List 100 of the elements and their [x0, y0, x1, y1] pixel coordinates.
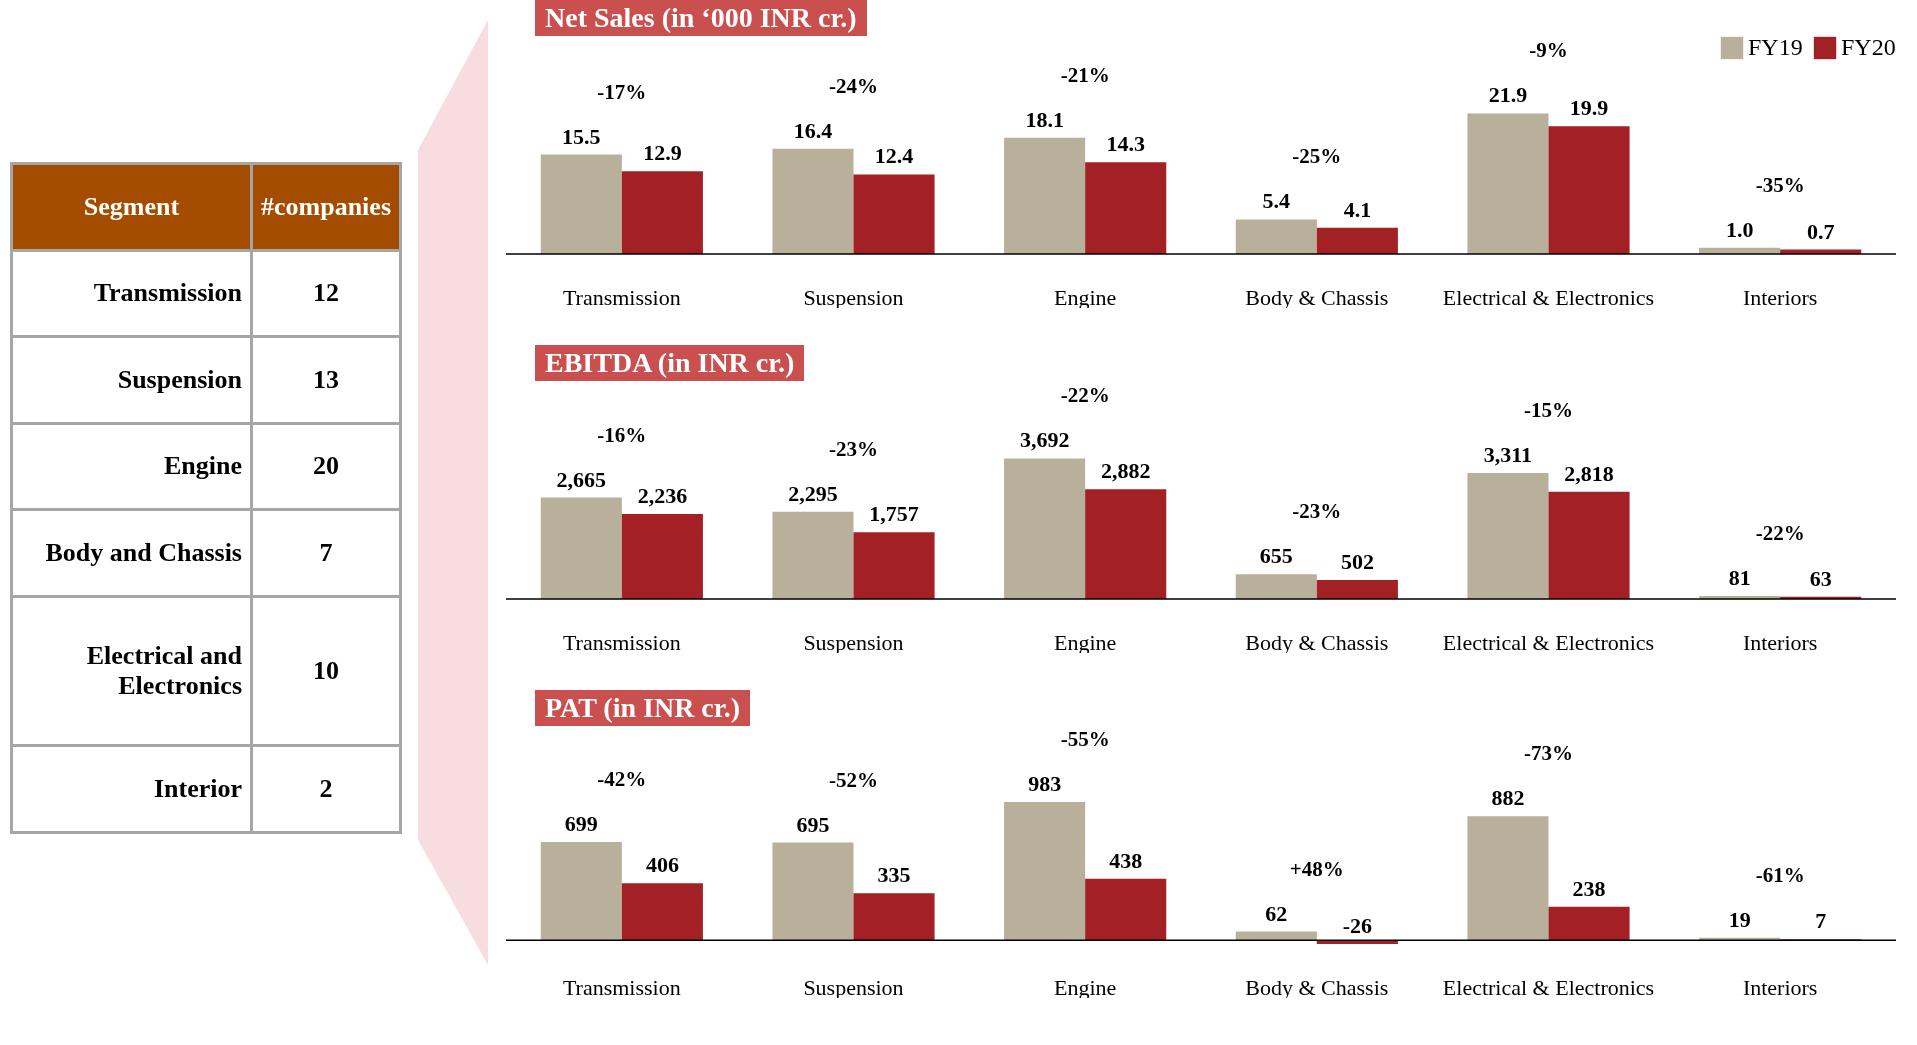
data-label: 238: [1572, 875, 1606, 901]
annotation: -23%: [829, 436, 878, 461]
text: Segment: [11, 163, 252, 251]
data-label: 16.4: [793, 117, 833, 143]
data-label: 12.4: [874, 143, 914, 169]
bar: [1004, 802, 1086, 941]
data-label: 3,692: [1019, 427, 1070, 453]
text: -55%: [1060, 727, 1110, 752]
data-label: 19.9: [1569, 95, 1609, 121]
bar: [1235, 931, 1317, 941]
x-tick-label: Interiors: [1742, 629, 1818, 655]
data-label: -26: [1342, 912, 1373, 938]
bar: [621, 883, 703, 941]
bar: [772, 842, 854, 941]
bar: [1316, 579, 1398, 600]
bar: [1467, 113, 1549, 255]
data-label: 983: [1028, 771, 1062, 797]
text: -73%: [1524, 741, 1573, 766]
x-tick-label: Electrical & Electronics: [1442, 974, 1655, 1000]
bar: [540, 154, 622, 255]
data-label: 2,882: [1100, 458, 1151, 484]
chart-title: EBITDA (in INR cr.): [535, 345, 805, 381]
chart-title: PAT (in INR cr.): [535, 690, 750, 726]
bar: [621, 171, 703, 255]
legend-label: FY20: [1841, 34, 1896, 60]
bar: [1235, 219, 1317, 255]
text: -21%: [1060, 62, 1110, 87]
text: 13: [251, 336, 401, 424]
data-label: 2,665: [556, 466, 607, 492]
data-label: 502: [1340, 548, 1374, 574]
data-label: 63: [1809, 565, 1832, 591]
data-label: 2,818: [1564, 460, 1614, 486]
annotation: -22%: [1755, 521, 1805, 546]
bar: [1085, 878, 1167, 941]
bar: [540, 497, 622, 600]
data-label: 15.5: [562, 123, 601, 149]
annotation: -25%: [1292, 144, 1342, 169]
text: -15%: [1524, 397, 1573, 422]
bar: [621, 513, 703, 600]
data-label: 882: [1491, 785, 1525, 811]
text: Engine: [11, 423, 252, 510]
bar: [1467, 816, 1549, 941]
text: -42%: [597, 766, 647, 791]
text: 12: [251, 250, 401, 337]
text: -52%: [829, 767, 878, 792]
text: -17%: [597, 79, 647, 104]
data-label: 335: [877, 862, 911, 888]
data-label: 695: [796, 811, 830, 837]
annotation: -35%: [1755, 172, 1805, 197]
annotation: -61%: [1755, 862, 1805, 887]
legend-label: FY19: [1748, 34, 1803, 60]
data-label: 81: [1728, 565, 1751, 591]
text: #companies: [251, 163, 401, 251]
bar: [1467, 472, 1549, 600]
data-label: 5.4: [1262, 188, 1291, 214]
data-label: 62: [1265, 900, 1288, 926]
bar: [1235, 574, 1317, 600]
bar: [772, 511, 854, 600]
data-label: 2,295: [788, 480, 838, 506]
data-label: 7: [1815, 908, 1827, 934]
x-tick-label: Transmission: [562, 629, 681, 655]
x-tick-label: Electrical & Electronics: [1442, 284, 1655, 310]
annotation: -23%: [1292, 499, 1342, 524]
bar: [1316, 227, 1398, 255]
annotation: +48%: [1289, 856, 1344, 881]
text: 2: [251, 745, 401, 833]
bar: [1548, 126, 1630, 255]
data-label: 0.7: [1806, 218, 1835, 244]
bar: [1085, 162, 1167, 255]
data-label: 438: [1109, 847, 1143, 873]
bar: [1548, 491, 1630, 600]
x-tick-label: Interiors: [1742, 284, 1818, 310]
bar: [1004, 137, 1086, 255]
text: -24%: [829, 73, 878, 98]
text: Interior: [11, 745, 252, 833]
text: 20: [251, 423, 401, 510]
x-tick-label: Electrical & Electronics: [1442, 629, 1655, 655]
data-label: 14.3: [1106, 131, 1145, 157]
data-label: 1,757: [869, 501, 919, 527]
text: Body and Chassis: [11, 509, 252, 597]
bar: [1085, 489, 1167, 600]
bar: [540, 841, 622, 941]
data-label: 1.0: [1725, 216, 1754, 242]
data-label: 3,311: [1483, 441, 1533, 467]
text: 7: [251, 509, 401, 597]
text: -22%: [1060, 383, 1110, 408]
data-label: 2,236: [637, 482, 688, 508]
bar: [1548, 906, 1630, 941]
data-label: 406: [645, 852, 679, 878]
bar: [1004, 458, 1086, 600]
data-label: 655: [1259, 543, 1293, 569]
text: -9%: [1529, 38, 1568, 63]
data-label: 699: [564, 810, 598, 836]
bar: [853, 174, 935, 255]
data-label: 19: [1728, 906, 1751, 932]
chart-title: Net Sales (in ‘000 INR cr.): [535, 0, 867, 36]
x-tick-label: Transmission: [562, 974, 681, 1000]
data-label: 21.9: [1488, 82, 1528, 108]
text: Electrical and Electronics: [11, 596, 252, 746]
x-tick-label: Transmission: [562, 284, 681, 310]
